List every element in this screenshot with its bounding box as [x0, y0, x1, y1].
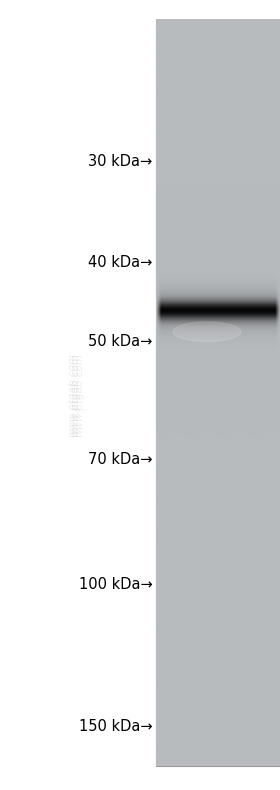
Text: www.ptgab.com: www.ptgab.com [67, 353, 77, 437]
Text: www.ptgab.com: www.ptgab.com [71, 353, 81, 437]
Ellipse shape [173, 322, 241, 341]
Text: 70 kDa→: 70 kDa→ [88, 452, 153, 467]
Text: 100 kDa→: 100 kDa→ [79, 577, 153, 592]
Text: 30 kDa→: 30 kDa→ [88, 155, 153, 170]
Text: www.ptgab.com: www.ptgab.com [74, 353, 84, 437]
Text: 150 kDa→: 150 kDa→ [79, 719, 153, 734]
Text: 40 kDa→: 40 kDa→ [88, 255, 153, 270]
Bar [156, 20, 280, 766]
Text: 50 kDa→: 50 kDa→ [88, 333, 153, 348]
